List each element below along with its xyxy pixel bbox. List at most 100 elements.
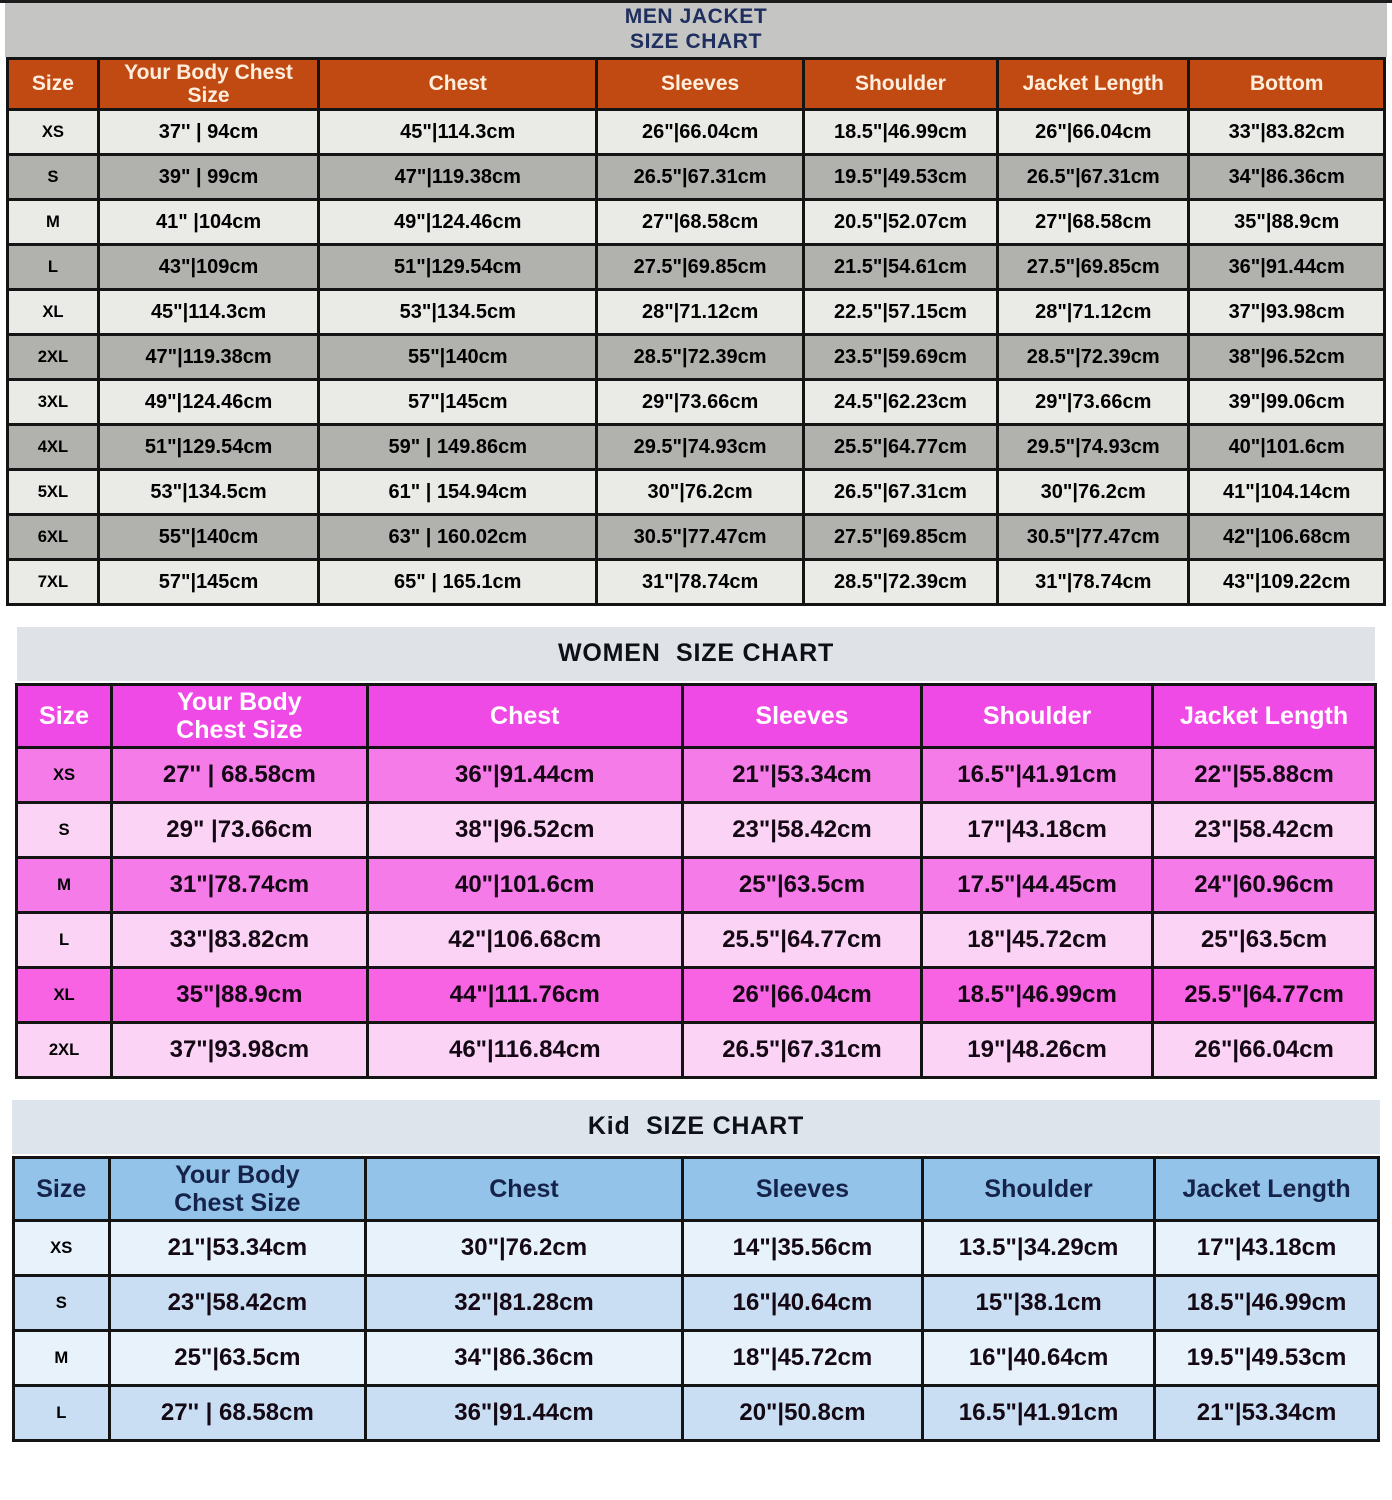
measurement-cell: 27.5"|69.85cm [996,243,1191,291]
table-row: XS 37'' | 94cm 45"|114.3cm 26"|66.04cm 18.5"… [6,108,1386,156]
size-cell: 4XL [6,423,100,471]
top-border-strip [0,0,1392,3]
men-size-table: Size Your Body Chest Size Chest Sleeves Shou… [6,57,1386,606]
measurement-cell: 28.5"|72.39cm [595,333,805,381]
measurement-cell: 30.5"|77.47cm [595,513,805,561]
measurement-cell: 17"|43.18cm [920,801,1155,859]
size-cell: M [6,198,100,246]
measurement-cell: 41" |104cm [96,198,321,246]
measurement-cell: 28"|71.12cm [595,288,805,336]
measurement-cell: 32"|81.28cm [364,1274,684,1332]
measurement-cell: 31"|78.74cm [996,558,1191,606]
measurement-cell: 21"|53.34cm [680,746,924,804]
measurement-cell: 30"|76.2cm [364,1219,684,1277]
table-row: M 41" |104cm 49"|124.46cm 27"|68.58cm 20.5"|… [6,198,1386,246]
measurement-cell: 61" | 154.94cm [317,468,599,516]
measurement-cell: 40"|101.6cm [365,856,684,914]
measurement-cell: 53"|134.5cm [317,288,599,336]
measurement-cell: 30.5"|77.47cm [996,513,1191,561]
measurement-cell: 13.5"|34.29cm [921,1219,1157,1277]
measurement-cell: 28.5"|72.39cm [801,558,1000,606]
measurement-cell: 47"|119.38cm [317,153,599,201]
column-header: Size [6,57,100,111]
measurement-cell: 38"|96.52cm [365,801,684,859]
measurement-cell: 26"|66.04cm [680,966,924,1024]
column-header: Chest [317,57,599,111]
table-row: L 27'' | 68.58cm 36"|91.44cm 20"|50.8cm 16.5… [12,1384,1380,1442]
measurement-cell: 26"|66.04cm [595,108,805,156]
measurement-cell: 36"|91.44cm [365,746,684,804]
measurement-cell: 46"|116.84cm [365,1021,684,1079]
table-row: 3XL 49"|124.46cm 57"|145cm 29"|73.66cm 24.5"… [6,378,1386,426]
measurement-cell: 53"|134.5cm [96,468,321,516]
measurement-cell: 26.5"|67.31cm [595,153,805,201]
measurement-cell: 34"|86.36cm [1187,153,1386,201]
measurement-cell: 22.5"|57.15cm [801,288,1000,336]
size-cell: L [14,911,114,969]
size-cell: 2XL [14,1021,114,1079]
table-row: 2XL 37"|93.98cm 46"|116.84cm 26.5"|67.31cm 1… [14,1021,1377,1079]
measurement-cell: 23"|58.42cm [107,1274,368,1332]
table-row: S 23"|58.42cm 32"|81.28cm 16"|40.64cm 15"|38… [12,1274,1380,1332]
column-header: Your Body Chest Size [110,683,369,749]
column-header: Jacket Length [1153,1156,1380,1222]
measurement-cell: 34"|86.36cm [364,1329,684,1387]
measurement-cell: 27'' | 68.58cm [110,746,369,804]
table-row: L 33"|83.82cm 42"|106.68cm 25.5"|64.77cm 18"… [14,911,1377,969]
measurement-cell: 26.5"|67.31cm [996,153,1191,201]
table-row: S 29" |73.66cm 38"|96.52cm 23"|58.42cm 17"|4… [14,801,1377,859]
measurement-cell: 35"|88.9cm [1187,198,1386,246]
title-table-gap [0,1154,1392,1156]
table-row: XS 21"|53.34cm 30"|76.2cm 14"|35.56cm 13.5"|… [12,1219,1380,1277]
measurement-cell: 27.5"|69.85cm [595,243,805,291]
measurement-cell: 55"|140cm [96,513,321,561]
measurement-cell: 21"|53.34cm [1153,1384,1380,1442]
women-chart-title-bar: WOMEN SIZE CHART [17,627,1375,681]
men-chart-title-line: SIZE CHART [630,30,762,53]
column-header: Sleeves [595,57,805,111]
table-row: XL 35"|88.9cm 44"|111.76cm 26"|66.04cm 18.5"… [14,966,1377,1024]
measurement-cell: 27"|68.58cm [996,198,1191,246]
measurement-cell: 37"|93.98cm [1187,288,1386,336]
measurement-cell: 18.5"|46.99cm [1153,1274,1380,1332]
measurement-cell: 31"|78.74cm [595,558,805,606]
measurement-cell: 49"|124.46cm [96,378,321,426]
measurement-cell: 17.5"|44.45cm [920,856,1155,914]
table-row: 5XL 53"|134.5cm 61" | 154.94cm 30"|76.2cm 26… [6,468,1386,516]
measurement-cell: 27.5"|69.85cm [801,513,1000,561]
kid-size-chart-section: Kid SIZE CHART Size Your Body Chest Size C… [0,1100,1392,1442]
measurement-cell: 15"|38.1cm [921,1274,1157,1332]
column-header: Sleeves [680,683,924,749]
measurement-cell: 18.5"|46.99cm [801,108,1000,156]
measurement-cell: 17"|43.18cm [1153,1219,1380,1277]
measurement-cell: 31"|78.74cm [110,856,369,914]
table-row: M 31"|78.74cm 40"|101.6cm 25"|63.5cm 17.5"|4… [14,856,1377,914]
measurement-cell: 27"|68.58cm [595,198,805,246]
size-cell: L [6,243,100,291]
title-table-gap [0,681,1392,683]
column-header: Your Body Chest Size [107,1156,368,1222]
kid-chart-title-line: Kid SIZE CHART [587,1112,805,1141]
measurement-cell: 21.5"|54.61cm [801,243,1000,291]
measurement-cell: 16"|40.64cm [680,1274,925,1332]
column-header: Jacket Length [996,57,1191,111]
measurement-cell: 51"|129.54cm [96,423,321,471]
measurement-cell: 16"|40.64cm [921,1329,1157,1387]
measurement-cell: 26.5"|67.31cm [680,1021,924,1079]
size-cell: XS [6,108,100,156]
women-header-row: Size Your Body Chest Size Chest Sleeves Shou… [14,683,1377,749]
column-header: Sleeves [680,1156,925,1222]
measurement-cell: 19"|48.26cm [920,1021,1155,1079]
size-cell: XL [14,966,114,1024]
measurement-cell: 29.5"|74.93cm [595,423,805,471]
men-header-row: Size Your Body Chest Size Chest Sleeves Shou… [6,57,1386,111]
measurement-cell: 36"|91.44cm [364,1384,684,1442]
size-cell: S [6,153,100,201]
column-header: Chest [364,1156,684,1222]
measurement-cell: 18"|45.72cm [920,911,1155,969]
column-header: Jacket Length [1151,683,1377,749]
measurement-cell: 24.5"|62.23cm [801,378,1000,426]
measurement-cell: 26"|66.04cm [1151,1021,1377,1079]
measurement-cell: 25"|63.5cm [1151,911,1377,969]
women-chart-title-line: WOMEN SIZE CHART [557,639,835,668]
